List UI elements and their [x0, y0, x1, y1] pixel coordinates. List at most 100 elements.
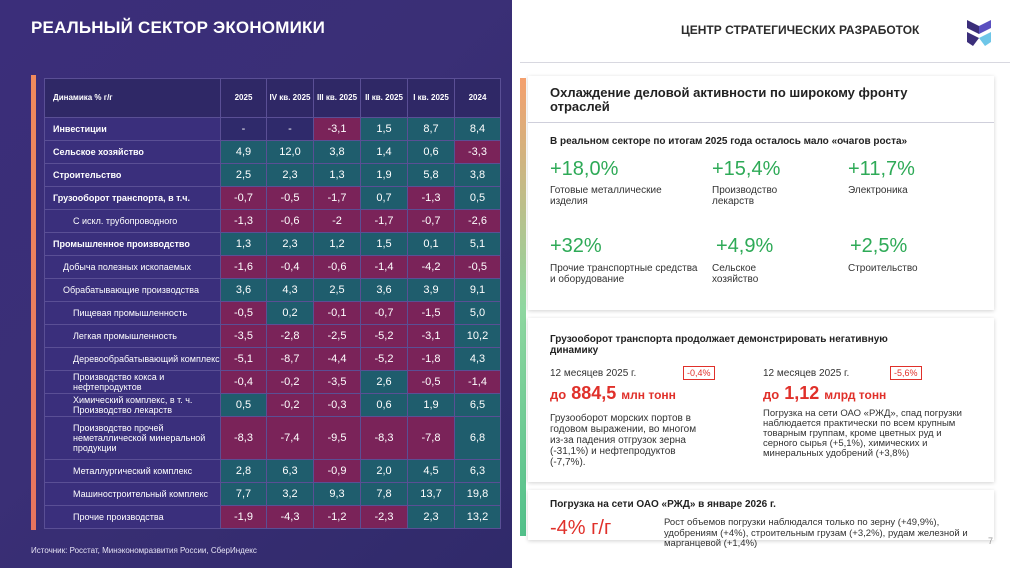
value-cell: 0,6	[407, 140, 455, 164]
row-label: С искл. трубопроводного	[44, 209, 221, 233]
page-number: 7	[988, 536, 994, 546]
value-cell: -5,1	[220, 347, 267, 371]
value-cell: 1,3	[313, 163, 361, 187]
value-cell: 1,5	[360, 117, 408, 141]
value-cell: 10,2	[454, 324, 501, 348]
value-cell: -1,3	[407, 186, 455, 210]
accent-bar	[31, 75, 36, 530]
value-cell: -8,3	[360, 416, 408, 460]
row-label: Добыча полезных ископаемых	[44, 255, 221, 279]
table-row: Производство прочей неметаллической мине…	[44, 416, 501, 460]
value-cell: 2,5	[220, 163, 267, 187]
value-cell: -2,5	[313, 324, 361, 348]
value-cell: -0,5	[454, 255, 501, 279]
freight-heading: Грузооборот транспорта продолжает демонс…	[550, 334, 888, 356]
sub-heading: В реальном секторе по итогам 2025 года о…	[550, 136, 908, 147]
row-label: Деревообрабатывающий комплекс	[44, 347, 221, 371]
freight-left-period: 12 месяцев 2025 г.	[550, 368, 637, 379]
value-cell: -0,5	[220, 301, 267, 325]
value-cell: 1,2	[313, 232, 361, 256]
value-cell: -0,4	[220, 370, 267, 394]
value-cell: 5,0	[454, 301, 501, 325]
value-cell: -0,9	[313, 459, 361, 483]
freight-right-text: Погрузка на сети ОАО «РЖД», спад погрузк…	[763, 408, 962, 459]
row-label: Производство прочей неметаллической мине…	[44, 416, 221, 460]
value-cell: -0,4	[266, 255, 314, 279]
table-row: Машиностроительный комплекс 7,7 3,2 9,3 7,8 1…	[44, 482, 501, 506]
value-cell: -3,1	[313, 117, 361, 141]
freight-left-unit: млн тонн	[621, 388, 676, 402]
freight-left-prefix: до	[550, 387, 567, 402]
value-cell: 13,2	[454, 505, 501, 529]
freight-right-badge: -5,6%	[890, 366, 922, 380]
table-body: Инвестиции - - -3,1 1,5 8,7 8,4 Сельское хозяйс…	[44, 117, 501, 529]
value-cell: -8,7	[266, 347, 314, 371]
value-cell: -1,4	[360, 255, 408, 279]
freight-right-value-line: до 1,12 млрд тонн	[763, 383, 886, 404]
value-cell: 3,2	[266, 482, 314, 506]
row-label: Промышленное производство	[44, 232, 221, 256]
value-cell: -3,1	[407, 324, 455, 348]
row-label: Химический комплекс, в т. ч. Производств…	[44, 393, 221, 417]
value-cell: 5,1	[454, 232, 501, 256]
growth-label-2: Производство лекарств	[712, 185, 778, 207]
value-cell: 3,8	[313, 140, 361, 164]
freight-right-unit: млрд тонн	[824, 388, 887, 402]
value-cell: -0,2	[266, 370, 314, 394]
value-cell: 3,8	[454, 163, 501, 187]
value-cell: -9,5	[313, 416, 361, 460]
growth-value-2: +15,4%	[712, 158, 781, 180]
freight-left-text: Грузооборот морских портов в годовом выр…	[550, 413, 697, 468]
value-cell: -	[266, 117, 314, 141]
table-row: Производство кокса и нефтепродуктов -0,4-…	[44, 370, 501, 394]
value-cell: 3,6	[220, 278, 267, 302]
growth-value-5: +4,9%	[716, 235, 774, 257]
value-cell: -3,3	[454, 140, 501, 164]
value-cell: -1,7	[313, 186, 361, 210]
value-cell: 1,9	[407, 393, 455, 417]
row-label: Сельское хозяйство	[44, 140, 221, 164]
row-label: Инвестиции	[44, 117, 221, 141]
value-cell: 2,3	[266, 232, 314, 256]
value-cell: -7,8	[407, 416, 455, 460]
value-cell: 1,5	[360, 232, 408, 256]
value-cell: 6,3	[454, 459, 501, 483]
growth-value-6: +2,5%	[850, 235, 908, 257]
row-label: Прочие производства	[44, 505, 221, 529]
value-cell: -5,2	[360, 347, 408, 371]
row-label: Производство кокса и нефтепродуктов	[44, 370, 221, 394]
value-cell: 4,5	[407, 459, 455, 483]
rzd-heading: Погрузка на сети ОАО «РЖД» в январе 2026…	[550, 499, 776, 510]
value-cell: 2,0	[360, 459, 408, 483]
value-cell: -4,2	[407, 255, 455, 279]
value-cell: 13,7	[407, 482, 455, 506]
header-indicator: Динамика % г/г	[44, 78, 221, 118]
value-cell: 2,6	[360, 370, 408, 394]
value-cell: 5,8	[407, 163, 455, 187]
growth-value-4: +32%	[550, 235, 602, 257]
value-cell: 0,1	[407, 232, 455, 256]
value-cell: 0,5	[454, 186, 501, 210]
value-cell: 12,0	[266, 140, 314, 164]
value-cell: -4,3	[266, 505, 314, 529]
value-cell: 9,3	[313, 482, 361, 506]
value-cell: -1,2	[313, 505, 361, 529]
header-q1: I кв. 2025	[407, 78, 455, 118]
table-row: Грузооборот транспорта, в т.ч. -0,7 -0,5 -1…	[44, 186, 501, 210]
row-label: Машиностроительный комплекс	[44, 482, 221, 506]
growth-value-3: +11,7%	[848, 158, 915, 180]
value-cell: -1,8	[407, 347, 455, 371]
value-cell: 4,3	[454, 347, 501, 371]
growth-label-3: Электроника	[848, 185, 908, 196]
value-cell: -	[220, 117, 267, 141]
row-label: Легкая промышленность	[44, 324, 221, 348]
value-cell: -0,1	[313, 301, 361, 325]
freight-right-period: 12 месяцев 2025 г.	[763, 368, 850, 379]
table-row: Металлургический комплекс 2,8 6,3 -0,9 2,0 4,…	[44, 459, 501, 483]
header-q4: IV кв. 2025	[266, 78, 314, 118]
header-q3: III кв. 2025	[313, 78, 361, 118]
csr-logo-icon	[967, 20, 991, 46]
freight-right-prefix: до	[763, 387, 780, 402]
value-cell: 6,5	[454, 393, 501, 417]
growth-label-6: Строительство	[848, 263, 918, 274]
